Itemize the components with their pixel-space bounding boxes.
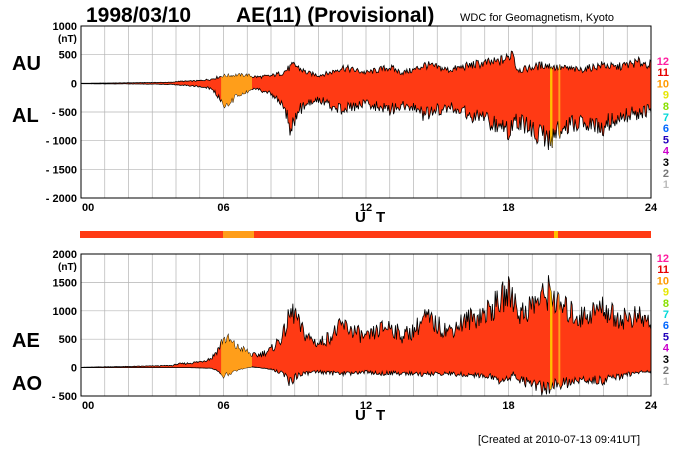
- xtick-label: 12: [360, 400, 372, 412]
- created-label: [Created at 2010-07-13 09:41UT]: [478, 434, 640, 446]
- marker-band: [550, 275, 553, 396]
- legend-item: 4: [663, 343, 670, 355]
- legend-item: 2: [663, 365, 669, 377]
- legend-item: 3: [663, 157, 669, 169]
- au-al-unit: (nT): [58, 34, 77, 45]
- ae-label: AE: [12, 330, 40, 352]
- legend-item: 12: [657, 253, 669, 265]
- chart-title: AE(11) (Provisional): [236, 4, 434, 27]
- ytick-label: 500: [59, 50, 77, 62]
- ytick-label: 2000: [53, 249, 77, 261]
- ytick-label: - 1500: [46, 164, 77, 176]
- ytick-label: 0: [71, 363, 77, 375]
- ytick-label: - 500: [52, 391, 77, 403]
- legend-item: 11: [657, 67, 669, 79]
- legend-item: 6: [663, 320, 669, 332]
- au-al-frame: [80, 25, 652, 199]
- legend-item: 7: [663, 112, 669, 124]
- ae-line: [80, 275, 652, 368]
- xtick-label: 24: [645, 400, 658, 412]
- ao-line: [81, 366, 652, 396]
- ytick-label: - 1000: [46, 136, 77, 148]
- xtick-label: 18: [502, 202, 514, 214]
- data-strip: [80, 231, 651, 238]
- legend-item: 7: [663, 309, 669, 321]
- strip-marker: [554, 231, 558, 238]
- al-label: AL: [12, 105, 39, 127]
- ytick-label: - 500: [52, 107, 77, 119]
- ae-ao-panel: 2000 1500 1000 500 0 - 500 00 06 12 18 24 (nT) AE…: [12, 249, 658, 424]
- ae-ao-xtick-labels: 00 06 12 18 24: [82, 400, 658, 412]
- xtick-label: 06: [217, 202, 229, 214]
- marker-band: [550, 51, 553, 151]
- au-al-ytick-labels: 1000 500 0 - 500 - 1000 - 1500 - 2000: [46, 21, 77, 205]
- legend-item: 8: [663, 101, 669, 113]
- ytick-label: 0: [71, 78, 77, 90]
- au-al-xlabel: U T: [355, 209, 388, 226]
- au-al-panel: 1000 500 0 - 500 - 1000 - 1500 - 2000 00 06 12 18…: [12, 21, 658, 226]
- legend-item: 4: [663, 146, 670, 158]
- ae-ao-xlabel: U T: [355, 407, 388, 424]
- date-label: 1998/03/10: [86, 4, 191, 27]
- legend-item: 5: [663, 134, 669, 146]
- ytick-label: 500: [59, 334, 77, 346]
- legend-item: 9: [663, 90, 669, 102]
- ae-ao-frame: [80, 253, 652, 397]
- legend-item: 8: [663, 298, 669, 310]
- legend-item: 6: [663, 123, 669, 135]
- legend-item: 3: [663, 354, 669, 366]
- xtick-label: 12: [360, 202, 372, 214]
- ae-ao-ytick-labels: 2000 1500 1000 500 0 - 500: [52, 249, 77, 403]
- au-al-fill: [80, 50, 652, 151]
- xtick-label: 00: [82, 202, 94, 214]
- xtick-label: 24: [645, 202, 658, 214]
- ytick-label: - 2000: [46, 193, 77, 205]
- au-line: [80, 50, 652, 84]
- strip-early-segment: [223, 231, 254, 238]
- legend-item: 11: [657, 264, 669, 276]
- ae-ao-unit: (nT): [58, 262, 77, 273]
- legend-item: 2: [663, 168, 669, 180]
- legend-item: 9: [663, 287, 669, 299]
- ytick-label: 1000: [53, 21, 77, 33]
- xtick-label: 06: [217, 400, 229, 412]
- xtick-label: 00: [82, 400, 94, 412]
- legend-item: 1: [663, 376, 669, 388]
- au-label: AU: [12, 53, 41, 75]
- legend-item: 1: [663, 179, 669, 191]
- legend-item: 12: [657, 56, 669, 68]
- ytick-label: 1500: [53, 277, 77, 289]
- marker-band: [558, 275, 561, 396]
- legend-item: 5: [663, 331, 669, 343]
- au-al-xtick-labels: 00 06 12 18 24: [82, 202, 658, 214]
- ao-label: AO: [12, 373, 42, 395]
- xtick-label: 18: [502, 400, 514, 412]
- legend-item: 10: [657, 275, 669, 287]
- marker-band: [558, 51, 561, 151]
- source-label: WDC for Geomagnetism, Kyoto: [460, 12, 614, 24]
- al-line: [80, 83, 652, 151]
- legend-item: 10: [657, 78, 669, 90]
- ytick-label: 1000: [53, 306, 77, 318]
